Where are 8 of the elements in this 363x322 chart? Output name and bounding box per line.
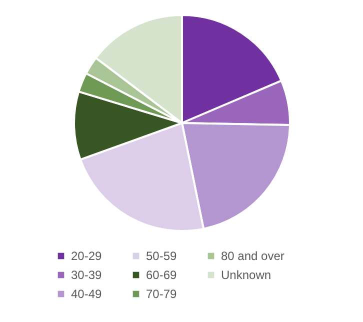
legend-label: 20-29 (71, 249, 102, 263)
legend-label: 60-69 (146, 268, 178, 282)
legend-label: 80 and over (221, 249, 284, 263)
legend-label: Unknown (221, 268, 272, 282)
legend-label: 50-59 (146, 249, 178, 263)
legend-label: 70-79 (146, 287, 178, 301)
legend-label: 40-49 (71, 287, 102, 301)
legend-label: 30-39 (71, 268, 102, 282)
